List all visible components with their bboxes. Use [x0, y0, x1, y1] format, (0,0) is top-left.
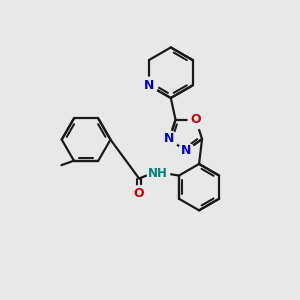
- Text: NH: NH: [148, 167, 167, 180]
- Text: O: O: [190, 113, 201, 126]
- Text: N: N: [181, 144, 191, 158]
- Text: O: O: [134, 188, 144, 200]
- Text: N: N: [144, 79, 154, 92]
- Text: N: N: [164, 133, 175, 146]
